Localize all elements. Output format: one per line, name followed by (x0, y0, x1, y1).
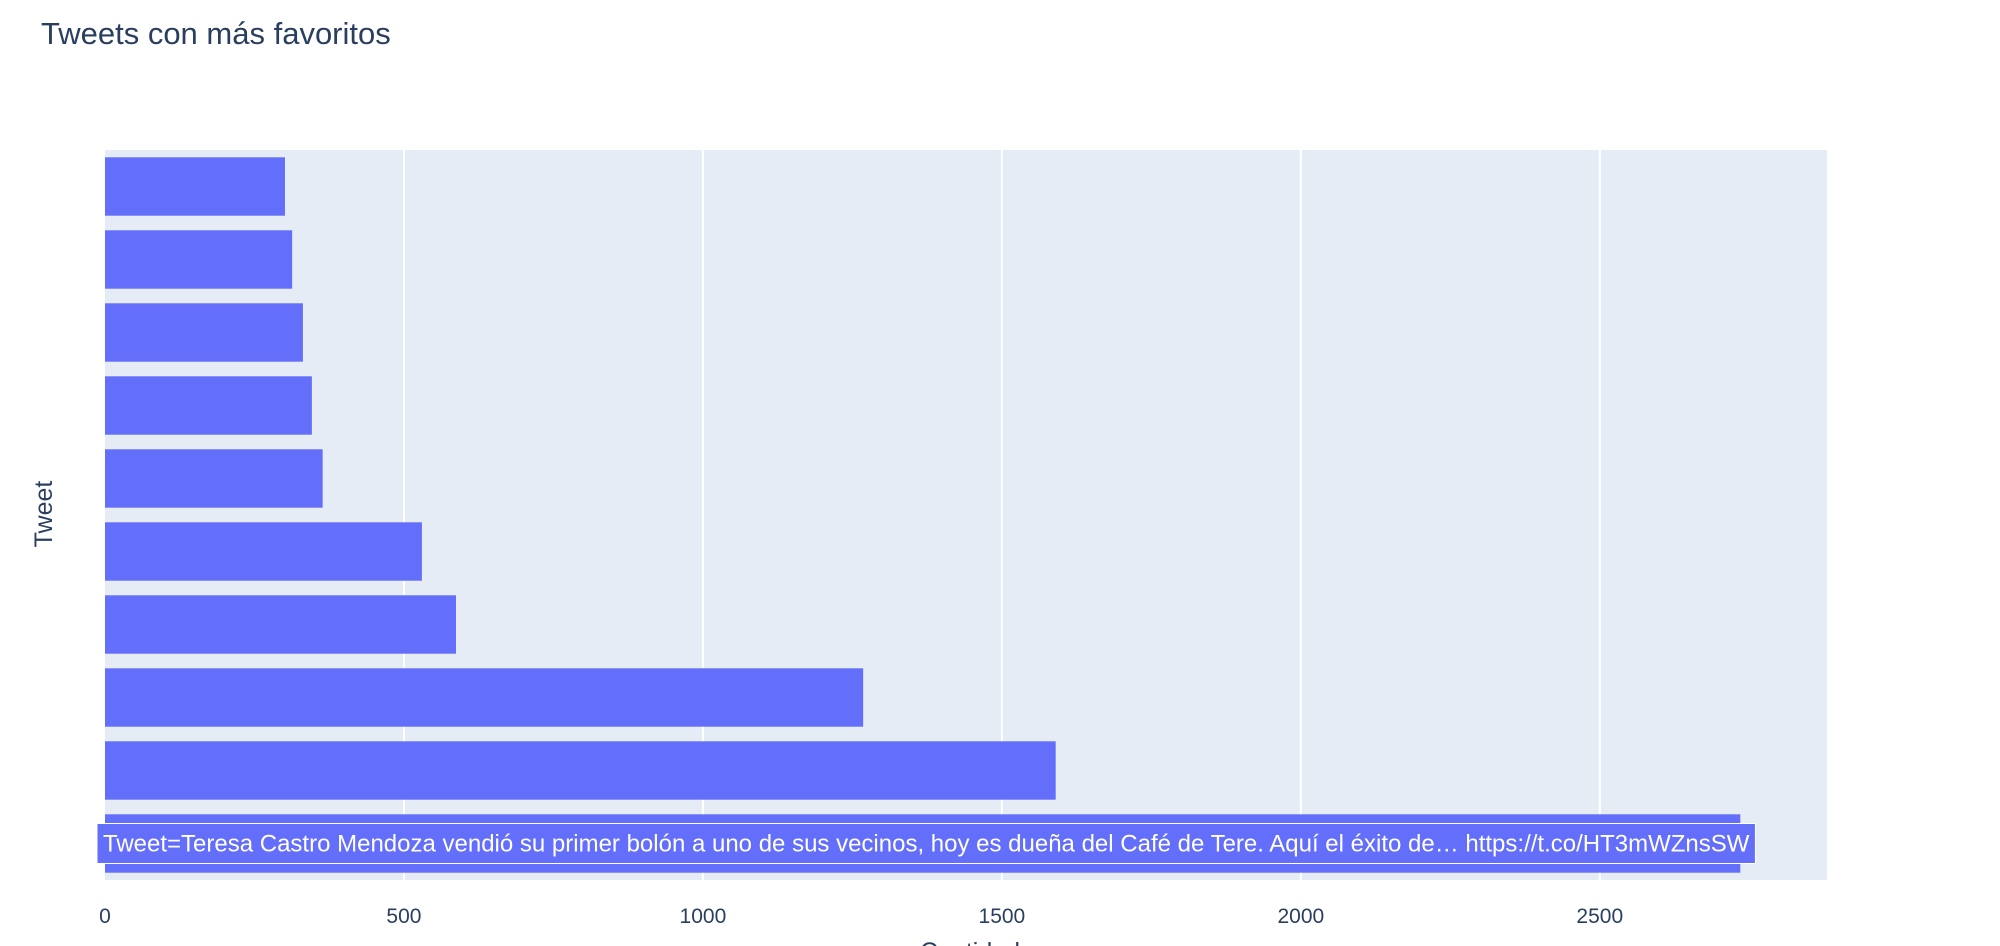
x-tick-label: 1000 (680, 905, 727, 928)
bar[interactable] (105, 741, 1056, 800)
bar[interactable] (105, 668, 864, 727)
hover-tooltip-text: Tweet=Teresa Castro Mendoza vendió su pr… (103, 831, 1750, 858)
chart-title: Tweets con más favoritos (41, 16, 391, 51)
bar[interactable] (105, 522, 422, 581)
bar[interactable] (105, 595, 456, 654)
bar[interactable] (105, 157, 285, 216)
bar[interactable] (105, 449, 323, 508)
x-axis-ticks: 0 500 1000 1500 2000 2500 (99, 905, 1623, 928)
bar[interactable] (105, 303, 303, 362)
hover-tooltip: Tweet=Teresa Castro Mendoza vendió su pr… (96, 823, 1756, 864)
x-tick-label: 0 (99, 905, 111, 928)
bar[interactable] (105, 376, 312, 435)
hover-tooltip-box (96, 823, 1756, 864)
y-axis-title: Tweet (30, 481, 58, 548)
x-axis-title: Cantidad (920, 938, 1020, 946)
x-tick-label: 1500 (979, 905, 1026, 928)
x-tick-label: 2000 (1277, 905, 1324, 928)
bar[interactable] (105, 230, 293, 289)
x-tick-label: 500 (386, 905, 421, 928)
x-tick-label: 2500 (1576, 905, 1623, 928)
